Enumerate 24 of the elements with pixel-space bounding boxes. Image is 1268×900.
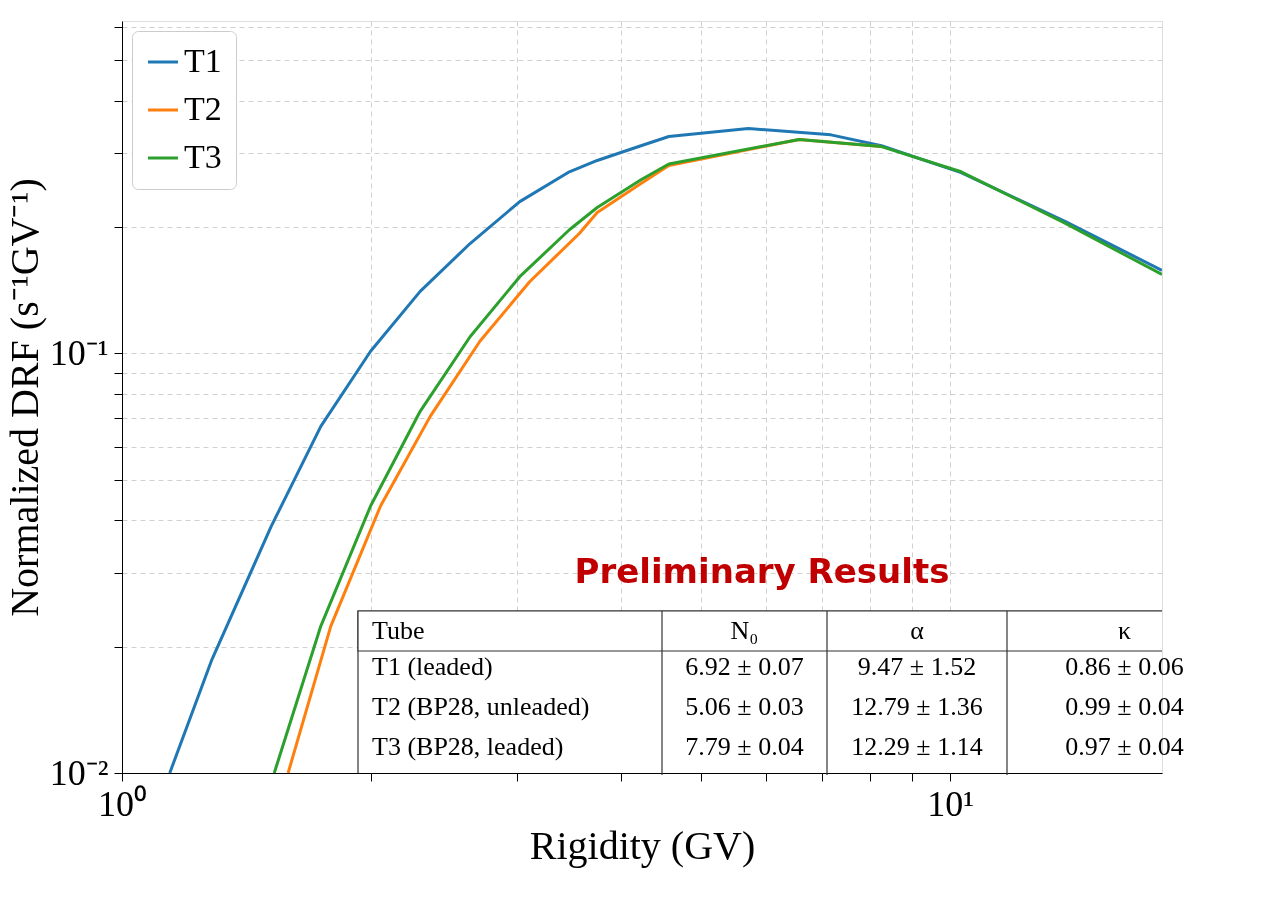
- annotation: 12.79 ± 1.36: [851, 692, 983, 721]
- annotation: 0.99 ± 0.04: [1065, 692, 1184, 721]
- y-tick-label: 10⁻¹: [49, 332, 109, 373]
- annotation: Tube: [372, 616, 425, 645]
- annotation: T3 (BP28, leaded): [372, 732, 564, 761]
- annotation: 6.92 ± 0.07: [685, 652, 804, 681]
- legend-label: T2: [184, 90, 222, 127]
- annotation: κ: [1117, 616, 1132, 645]
- annotation: 12.29 ± 1.14: [851, 732, 983, 761]
- annotation: T2 (BP28, unleaded): [372, 692, 590, 721]
- annotation: 0.86 ± 0.06: [1065, 652, 1184, 681]
- annotation: N₀: [730, 616, 759, 645]
- annotation: 0.97 ± 0.04: [1065, 732, 1184, 761]
- x-tick-label: 10¹: [927, 783, 975, 824]
- y-axis-title: Normalized DRF (s⁻¹GV⁻¹): [1, 178, 47, 617]
- annotation: T1 (leaded): [372, 652, 493, 681]
- annotation: 5.06 ± 0.03: [685, 692, 804, 721]
- legend-label: T1: [184, 42, 222, 79]
- annotation: Preliminary Results: [574, 551, 950, 591]
- annotation: α: [910, 616, 925, 645]
- legend-label: T3: [184, 138, 222, 175]
- annotation: 9.47 ± 1.52: [857, 652, 977, 681]
- annotation: 7.79 ± 0.04: [685, 732, 804, 761]
- x-axis-title: Rigidity (GV): [529, 822, 756, 868]
